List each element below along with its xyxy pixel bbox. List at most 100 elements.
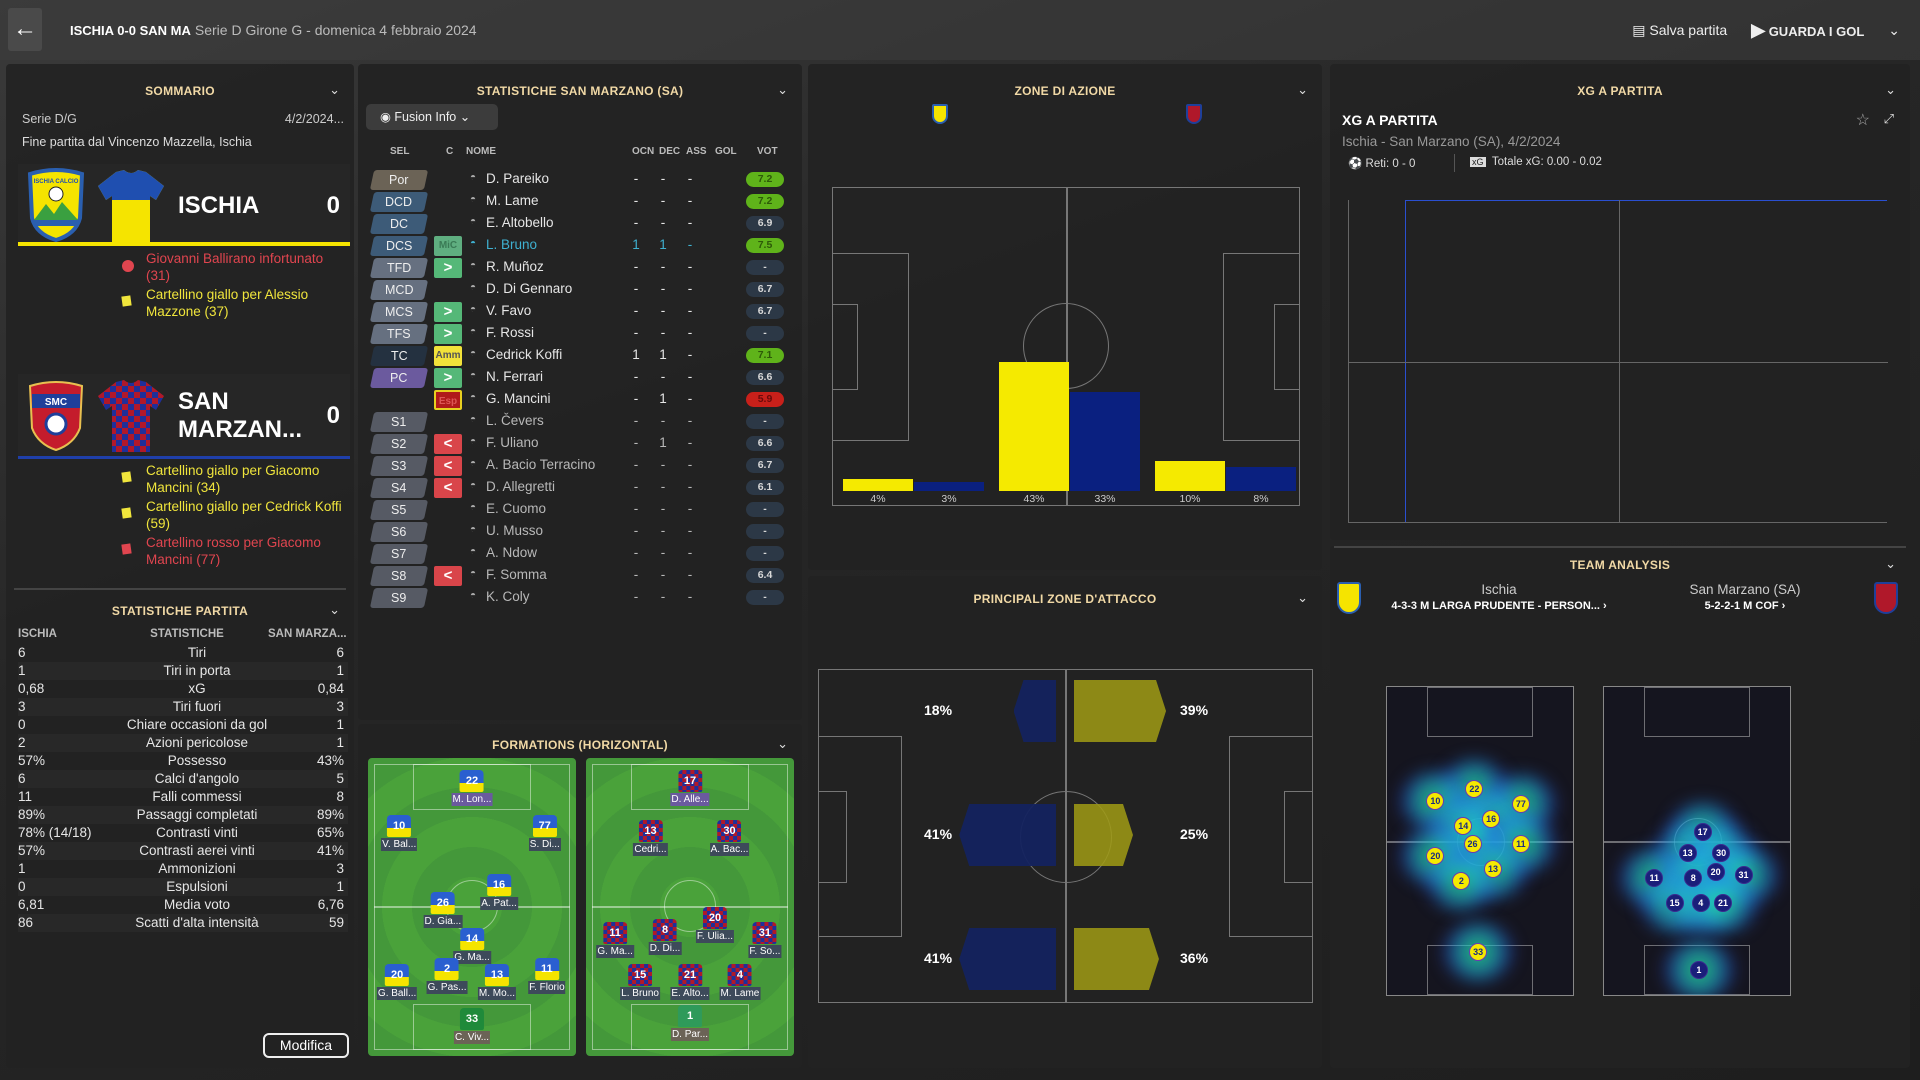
player-row[interactable]: S6 ◓ U. Musso - - - - bbox=[369, 521, 788, 543]
player-position-marker[interactable]: 11 bbox=[1511, 835, 1530, 854]
chevron-down-icon[interactable]: ⌄ bbox=[1885, 556, 1896, 571]
formation-player[interactable]: 30 A. Bac... bbox=[709, 820, 750, 857]
player-position-marker[interactable]: 30 bbox=[1712, 844, 1731, 863]
back-button[interactable]: ← bbox=[8, 8, 42, 51]
formation-player[interactable]: 14 G. Ma... bbox=[453, 927, 491, 964]
save-match-button[interactable]: ▤ Salva partita bbox=[1632, 22, 1727, 39]
formation-player[interactable]: 15 L. Bruno bbox=[620, 963, 660, 1000]
player-name[interactable]: A. Bacio Terracino bbox=[486, 457, 596, 472]
expand-icon[interactable]: ⤢ bbox=[1883, 111, 1894, 126]
player-row[interactable]: Por ◓ D. Pareiko - - - 7.2 bbox=[369, 169, 788, 191]
player-position-marker[interactable]: 4 bbox=[1691, 893, 1710, 912]
player-name[interactable]: N. Ferrari bbox=[486, 369, 543, 384]
player-row[interactable]: TC Amm ◓ Cedrick Koffi 1 1 - 7.1 bbox=[369, 345, 788, 367]
player-name[interactable]: D. Pareiko bbox=[486, 171, 550, 186]
formation-player[interactable]: 2 G. Pas... bbox=[426, 957, 468, 994]
player-row[interactable]: TFS > ◓ F. Rossi - - - - bbox=[369, 323, 788, 345]
player-position-marker[interactable]: 21 bbox=[1714, 893, 1733, 912]
player-name[interactable]: F. Somma bbox=[486, 567, 547, 582]
player-row[interactable]: S2 < ◓ F. Uliano - 1 - 6.6 bbox=[369, 433, 788, 455]
home-tactic-link[interactable]: 4-3-3 M LARGA PRUDENTE - PERSON... › bbox=[1391, 600, 1607, 612]
formation-player[interactable]: 1 D. Par... bbox=[670, 1005, 710, 1042]
col-vot[interactable]: VOT bbox=[757, 146, 778, 157]
player-name[interactable]: D. Allegretti bbox=[486, 479, 556, 494]
player-name[interactable]: F. Uliano bbox=[486, 435, 539, 450]
chevron-down-icon[interactable]: ⌄ bbox=[1297, 590, 1308, 605]
col-sel[interactable]: SEL bbox=[390, 146, 410, 157]
away-tactic-link[interactable]: 5-2-2-1 M COF › bbox=[1704, 600, 1786, 612]
player-name[interactable]: U. Musso bbox=[486, 523, 544, 538]
player-name[interactable]: Cedrick Koffi bbox=[486, 347, 563, 362]
formation-player[interactable]: 16 A. Pat... bbox=[480, 874, 518, 911]
player-position-marker[interactable]: 17 bbox=[1693, 822, 1712, 841]
formation-player[interactable]: 4 M. Lame bbox=[719, 963, 761, 1000]
player-row[interactable]: MCS > ◓ V. Favo - - - 6.7 bbox=[369, 301, 788, 323]
player-position-marker[interactable]: 26 bbox=[1463, 835, 1482, 854]
chevron-down-icon[interactable]: ⌄ bbox=[1885, 82, 1896, 97]
col-c[interactable]: C bbox=[446, 146, 454, 157]
player-row[interactable]: S9 ◓ K. Coly - - - - bbox=[369, 587, 788, 609]
player-row[interactable]: DCS MiC ◓ L. Bruno 1 1 - 7.5 bbox=[369, 235, 788, 257]
formation-player[interactable]: 21 E. Alto... bbox=[670, 963, 710, 1000]
formation-player[interactable]: 17 D. Alle... bbox=[670, 769, 710, 806]
formation-player[interactable]: 77 S. Di... bbox=[528, 814, 561, 851]
col-dec[interactable]: DEC bbox=[659, 146, 681, 157]
player-name[interactable]: V. Favo bbox=[486, 303, 532, 318]
chevron-down-icon[interactable]: ⌄ bbox=[1297, 82, 1308, 97]
formation-player[interactable]: 20 G. Ball... bbox=[376, 963, 418, 1000]
player-position-marker[interactable]: 20 bbox=[1426, 847, 1445, 866]
player-position-marker[interactable]: 15 bbox=[1665, 893, 1684, 912]
player-name[interactable]: R. Muñoz bbox=[486, 259, 544, 274]
formation-player[interactable]: 22 M. Lon... bbox=[451, 769, 493, 806]
player-name[interactable]: K. Coly bbox=[486, 589, 530, 604]
player-position-marker[interactable]: 10 bbox=[1426, 791, 1445, 810]
player-name[interactable]: E. Cuomo bbox=[486, 501, 547, 516]
player-name[interactable]: E. Altobello bbox=[486, 215, 554, 230]
chevron-down-icon[interactable]: ⌄ bbox=[329, 82, 340, 97]
player-name[interactable]: F. Rossi bbox=[486, 325, 535, 340]
chevron-down-icon[interactable]: ⌄ bbox=[329, 602, 340, 617]
player-position-marker[interactable]: 16 bbox=[1482, 810, 1501, 829]
player-position-marker[interactable]: 13 bbox=[1678, 844, 1697, 863]
col-gol[interactable]: GOL bbox=[715, 146, 737, 157]
formation-player[interactable]: 20 F. Ulia... bbox=[695, 906, 735, 943]
player-row[interactable]: DC ◓ E. Altobello - - - 6.9 bbox=[369, 213, 788, 235]
player-name[interactable]: L. Čevers bbox=[486, 413, 544, 428]
chevron-down-icon[interactable]: ⌄ bbox=[777, 736, 788, 751]
player-row[interactable]: S7 ◓ A. Ndow - - - - bbox=[369, 543, 788, 565]
player-position-marker[interactable]: 1 bbox=[1689, 961, 1708, 980]
player-row[interactable]: PC > ◓ N. Ferrari - - - 6.6 bbox=[369, 367, 788, 389]
formation-player[interactable]: 33 C. Viv... bbox=[453, 1008, 491, 1045]
player-position-marker[interactable]: 22 bbox=[1465, 779, 1484, 798]
player-position-marker[interactable]: 77 bbox=[1511, 795, 1530, 814]
formation-player[interactable]: 26 D. Gia... bbox=[423, 891, 463, 928]
col-ass[interactable]: ASS bbox=[686, 146, 707, 157]
player-name[interactable]: L. Bruno bbox=[486, 237, 538, 252]
player-position-marker[interactable]: 14 bbox=[1454, 816, 1473, 835]
formation-player[interactable]: 11 F. Florio bbox=[528, 957, 566, 994]
player-name[interactable]: A. Ndow bbox=[486, 545, 538, 560]
player-position-marker[interactable]: 2 bbox=[1452, 872, 1471, 891]
player-row[interactable]: S4 < ◓ D. Allegretti - - - 6.1 bbox=[369, 477, 788, 499]
player-position-marker[interactable]: 20 bbox=[1706, 862, 1725, 881]
chevron-down-icon[interactable]: ⌄ bbox=[1888, 22, 1900, 38]
formation-player[interactable]: 8 D. Di... bbox=[648, 918, 682, 955]
chevron-down-icon[interactable]: ⌄ bbox=[777, 82, 788, 97]
player-row[interactable]: S3 < ◓ A. Bacio Terracino - - - 6.7 bbox=[369, 455, 788, 477]
formation-player[interactable]: 13 Cedri... bbox=[633, 820, 668, 857]
player-position-marker[interactable]: 33 bbox=[1469, 942, 1488, 961]
watch-goals-button[interactable]: ▶ GUARDA I GOL bbox=[1751, 20, 1864, 41]
formation-player[interactable]: 31 F. So... bbox=[748, 921, 782, 958]
player-row[interactable]: MCD ◓ D. Di Gennaro - - - 6.7 bbox=[369, 279, 788, 301]
player-name[interactable]: D. Di Gennaro bbox=[486, 281, 573, 296]
player-row[interactable]: S1 ◓ L. Čevers - - - - bbox=[369, 411, 788, 433]
formation-player[interactable]: 11 G. Ma... bbox=[596, 921, 634, 958]
edit-button[interactable]: Modifica bbox=[263, 1033, 349, 1058]
formation-player[interactable]: 10 V. Bal... bbox=[381, 814, 418, 851]
view-dropdown[interactable]: ◉ Fusion Info ⌄ bbox=[366, 104, 498, 130]
player-row[interactable]: S5 ◓ E. Cuomo - - - - bbox=[369, 499, 788, 521]
player-position-marker[interactable]: 11 bbox=[1645, 868, 1664, 887]
player-row[interactable]: S8 < ◓ F. Somma - - - 6.4 bbox=[369, 565, 788, 587]
formation-player[interactable]: 13 M. Mo... bbox=[477, 963, 517, 1000]
player-name[interactable]: G. Mancini bbox=[486, 391, 551, 406]
